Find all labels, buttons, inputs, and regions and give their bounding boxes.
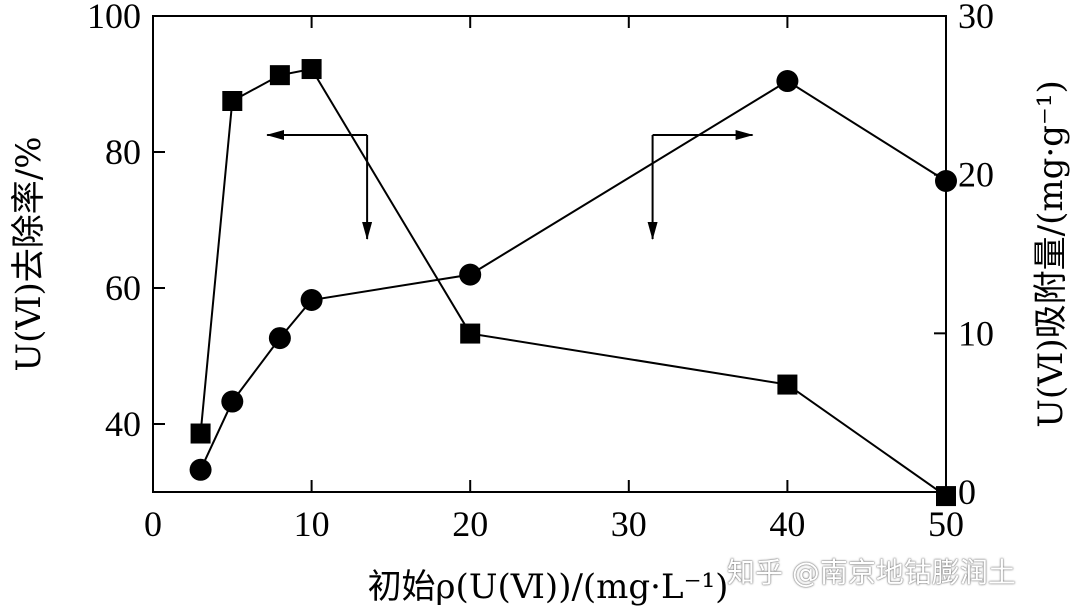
y-right-tick-label: 30 bbox=[958, 0, 994, 36]
square-marker bbox=[936, 486, 956, 507]
circle-marker bbox=[776, 70, 799, 93]
square-marker bbox=[190, 423, 211, 444]
circle-marker bbox=[935, 170, 957, 193]
y-left-tick-label: 60 bbox=[105, 268, 141, 308]
series-line-circle bbox=[199, 79, 947, 471]
square-marker bbox=[460, 323, 481, 344]
x-tick-label: 0 bbox=[144, 504, 162, 544]
y-left-tick-label: 80 bbox=[105, 132, 141, 172]
x-tick-label: 40 bbox=[769, 504, 805, 544]
x-axis-title: 初始ρ(U(Ⅵ))/(mg·L⁻¹) bbox=[368, 567, 729, 607]
y-left-tick-label: 100 bbox=[87, 0, 141, 36]
x-tick-label: 10 bbox=[294, 504, 330, 544]
circle-marker bbox=[221, 390, 244, 413]
y-right-tick-label: 20 bbox=[958, 155, 994, 195]
y-axis-title-left: U(Ⅵ)去除率/% bbox=[9, 136, 49, 371]
y-axis-title-right: U(Ⅵ)吸附量/(mg·g⁻¹) bbox=[1031, 80, 1071, 428]
square-marker bbox=[222, 91, 243, 111]
square-marker bbox=[777, 374, 798, 395]
circle-marker bbox=[268, 327, 291, 350]
circle-marker bbox=[459, 263, 482, 286]
square-marker bbox=[301, 59, 322, 80]
ticks: 0 10 20 30 40 50 40 60 80 100 0 10 20 30 bbox=[87, 0, 994, 544]
y-left-tick-label: 40 bbox=[105, 404, 141, 444]
y-right-tick-label: 0 bbox=[958, 472, 976, 512]
series-line-square bbox=[199, 67, 947, 497]
x-tick-label: 30 bbox=[611, 504, 647, 544]
series bbox=[189, 59, 957, 507]
annotations bbox=[266, 130, 754, 240]
circle-marker bbox=[300, 289, 323, 312]
y-right-tick-label: 10 bbox=[958, 313, 994, 353]
plot-frame bbox=[152, 15, 947, 493]
watermark: 知乎 @南京地钴膨润土 bbox=[727, 556, 1016, 589]
circle-marker bbox=[189, 458, 212, 481]
x-tick-label: 20 bbox=[452, 504, 488, 544]
x-tick-label: 50 bbox=[928, 504, 964, 544]
square-marker bbox=[269, 65, 290, 86]
